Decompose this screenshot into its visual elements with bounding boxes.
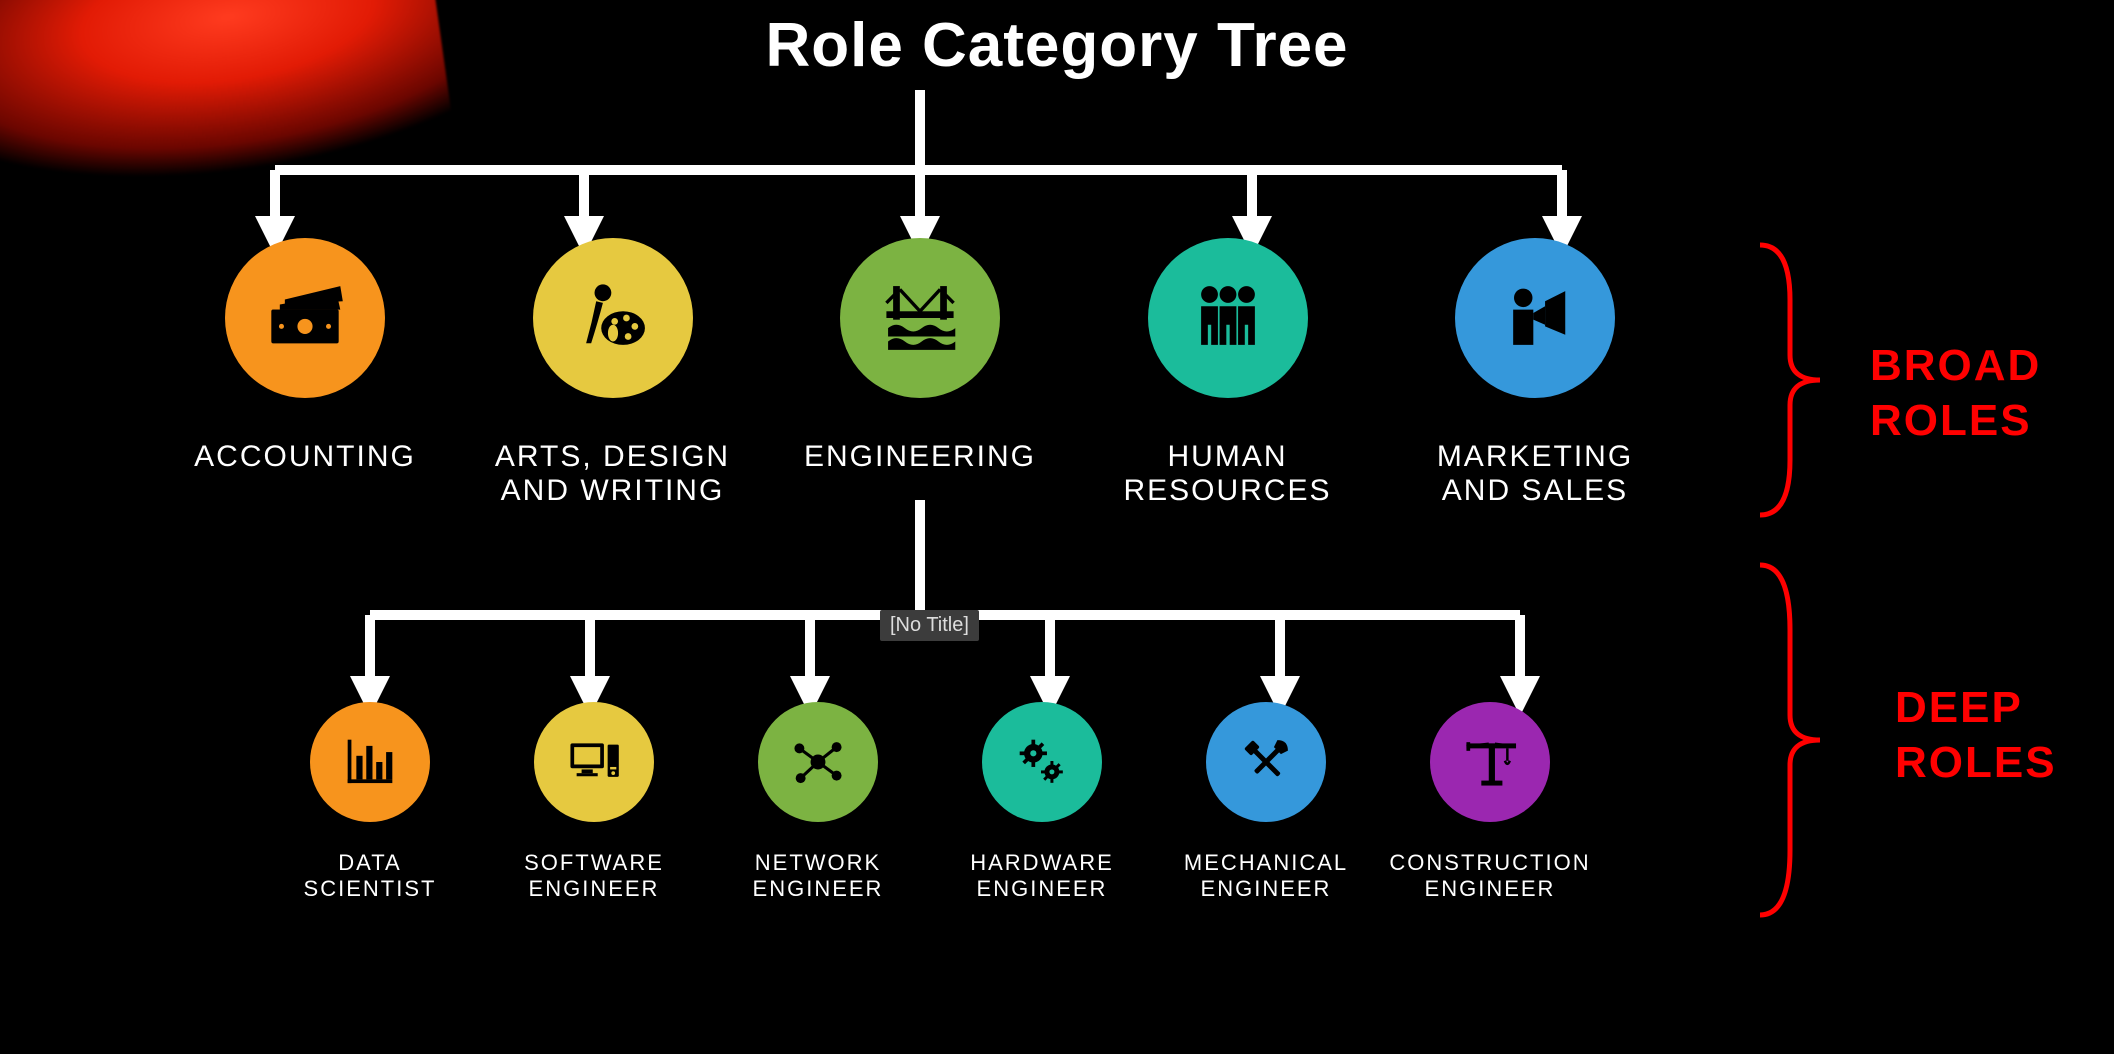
role-node-mechanical-engineer: MECHANICAL ENGINEER [1166, 702, 1366, 902]
role-label-data-scientist: DATA SCIENTIST [270, 850, 470, 902]
broad-brace [1750, 240, 1830, 520]
role-node-arts: ARTS, DESIGN AND WRITING [483, 238, 743, 508]
tooltip-label: [No Title] [880, 610, 979, 641]
people-icon [1148, 238, 1308, 398]
network-icon [758, 702, 878, 822]
role-label-software-engineer: SOFTWARE ENGINEER [524, 850, 664, 902]
barchart-icon [310, 702, 430, 822]
role-node-engineering: ENGINEERING [790, 238, 1050, 508]
role-label-network-engineer: NETWORK ENGINEER [753, 850, 884, 902]
role-node-network-engineer: NETWORK ENGINEER [718, 702, 918, 902]
gears-icon [982, 702, 1102, 822]
art-icon [533, 238, 693, 398]
role-label-hardware-engineer: HARDWARE ENGINEER [970, 850, 1114, 902]
crane-icon [1430, 702, 1550, 822]
role-node-data-scientist: DATA SCIENTIST [270, 702, 470, 902]
role-node-construction-engineer: CONSTRUCTION ENGINEER [1390, 702, 1590, 902]
deep-brace [1750, 560, 1830, 920]
role-node-hr: HUMAN RESOURCES [1098, 238, 1358, 508]
megaphone-icon [1455, 238, 1615, 398]
role-label-engineering: ENGINEERING [804, 440, 1036, 474]
role-label-arts: ARTS, DESIGN AND WRITING [495, 440, 730, 508]
deep-roles-row: DATA SCIENTIST SOFTWARE ENGINEER NETWORK E… [270, 702, 1590, 902]
role-node-software-engineer: SOFTWARE ENGINEER [494, 702, 694, 902]
page-title: Role Category Tree [0, 10, 2114, 81]
role-node-hardware-engineer: HARDWARE ENGINEER [942, 702, 1142, 902]
deep-roles-label: DEEP ROLES [1895, 680, 2057, 790]
role-node-marketing: MARKETING AND SALES [1405, 238, 1665, 508]
role-label-marketing: MARKETING AND SALES [1437, 440, 1633, 508]
broad-roles-row: ACCOUNTING ARTS, DESIGN AND WRITING ENGINE… [175, 238, 1665, 508]
role-label-hr: HUMAN RESOURCES [1123, 440, 1331, 508]
computer-icon [534, 702, 654, 822]
role-node-accounting: ACCOUNTING [175, 238, 435, 508]
bridge-icon [840, 238, 1000, 398]
role-label-construction-engineer: CONSTRUCTION ENGINEER [1389, 850, 1590, 902]
broad-roles-label: BROAD ROLES [1870, 338, 2041, 448]
role-label-mechanical-engineer: MECHANICAL ENGINEER [1184, 850, 1348, 902]
role-label-accounting: ACCOUNTING [194, 440, 416, 474]
money-icon [225, 238, 385, 398]
tools-icon [1206, 702, 1326, 822]
